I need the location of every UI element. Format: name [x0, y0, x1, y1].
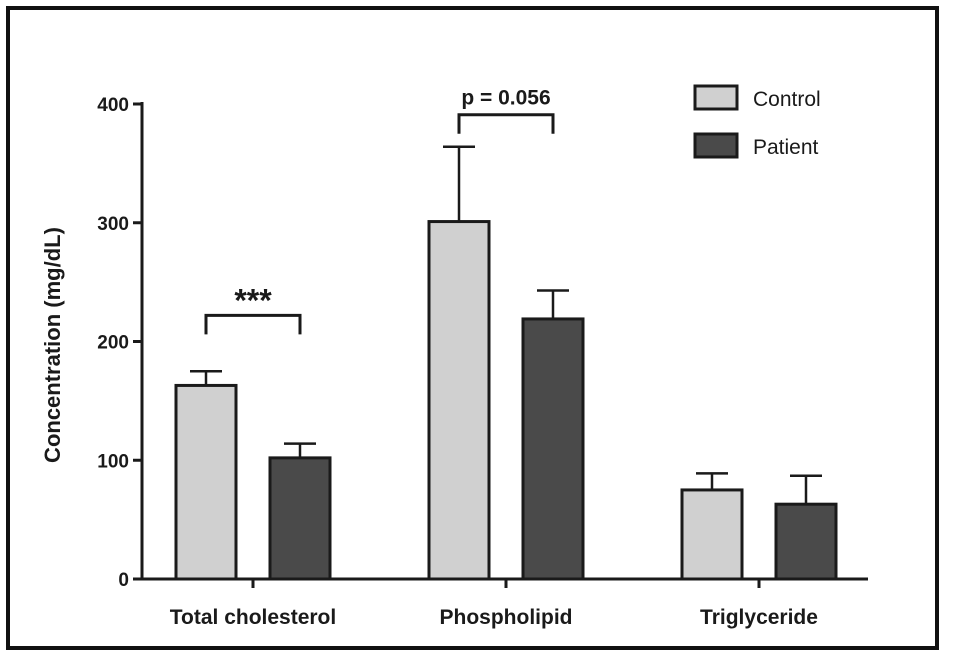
legend: Control Patient — [693, 84, 821, 159]
significance-label: *** — [234, 282, 272, 318]
y-tick-label: 100 — [97, 451, 129, 472]
significance-annotations: *** p = 0.056 — [204, 87, 555, 335]
x-tick-label: Phospholipid — [440, 606, 573, 629]
y-axis-label: Concentration (mg/dL) — [40, 227, 65, 463]
bar — [774, 502, 838, 581]
y-tick-label: 400 — [97, 95, 129, 116]
legend-swatch — [693, 132, 739, 159]
significance-bracket — [457, 113, 555, 134]
y-tick-label: 300 — [97, 214, 129, 235]
bar — [427, 220, 491, 581]
error-bars — [190, 145, 822, 505]
y-tick-label: 0 — [118, 570, 129, 591]
bar — [268, 456, 332, 581]
bar — [680, 488, 744, 581]
legend-label: Patient — [753, 136, 819, 159]
bar — [521, 317, 585, 581]
legend-swatch — [693, 84, 739, 111]
y-tick-label: 200 — [97, 333, 129, 354]
x-tick-label: Total cholesterol — [170, 606, 336, 629]
bar — [174, 383, 238, 581]
legend-label: Control — [753, 88, 821, 111]
bars — [174, 220, 838, 581]
significance-label: p = 0.056 — [461, 87, 550, 110]
x-tick-label: Triglyceride — [700, 606, 818, 629]
significance-bracket — [204, 313, 302, 335]
axes: 0 100 200 300 400 Total cholesterol Phospholip… — [97, 95, 868, 629]
